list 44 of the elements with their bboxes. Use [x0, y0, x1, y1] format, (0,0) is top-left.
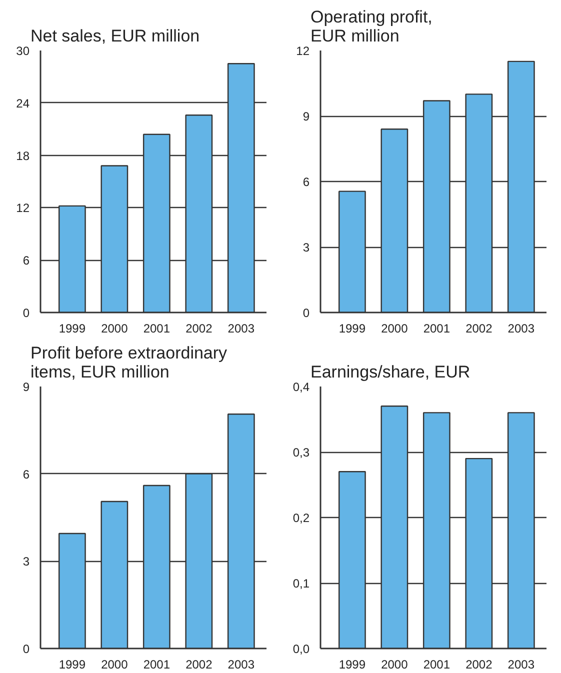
x-tick-label: 2001 — [143, 658, 170, 672]
x-tick-label: 2000 — [381, 322, 408, 336]
y-tick-label: 3 — [22, 554, 30, 569]
x-tick-label: 2003 — [508, 658, 535, 672]
y-tick-label: 6 — [302, 175, 310, 189]
x-tick-label: 1999 — [338, 322, 366, 336]
x-tick-label: 2003 — [228, 322, 255, 336]
x-tick-label: 2003 — [228, 658, 255, 672]
x-tick-label: 2001 — [143, 322, 170, 336]
x-tick-label: 2003 — [508, 322, 535, 336]
y-tick-label: 0,2 — [292, 511, 310, 525]
x-tick-label: 2002 — [186, 322, 213, 336]
y-tick-label: 9 — [302, 110, 310, 124]
x-tick-label: 2002 — [186, 658, 213, 672]
chart-title: Operating profit, EUR million — [310, 8, 432, 46]
y-tick-label: 0,4 — [292, 380, 310, 394]
y-tick-label: 9 — [22, 380, 30, 394]
y-tick-label: 0,3 — [292, 446, 310, 460]
x-tick-label: 2001 — [423, 322, 450, 336]
x-tick-label: 2001 — [423, 658, 450, 672]
y-tick-label: 0 — [22, 306, 30, 320]
y-tick-label: 6 — [22, 467, 30, 482]
y-tick-label: 30 — [16, 44, 30, 58]
chart-title: Net sales, EUR million — [30, 26, 200, 46]
y-tick-label: 0 — [22, 642, 30, 656]
y-tick-label: 24 — [16, 96, 30, 110]
x-tick-label: 1999 — [338, 658, 366, 672]
x-tick-label: 2002 — [466, 322, 493, 336]
y-tick-label: 0 — [302, 306, 310, 320]
y-tick-label: 0,1 — [292, 576, 310, 590]
x-tick-label: 2002 — [466, 658, 493, 672]
y-tick-label: 3 — [302, 240, 310, 254]
chart-title: Profit before extraordinary items, EUR million — [30, 344, 228, 382]
y-tick-label: 0,0 — [292, 642, 310, 656]
y-tick-label: 6 — [22, 254, 30, 268]
x-tick-label: 1999 — [58, 322, 86, 336]
y-tick-label: 18 — [16, 148, 30, 163]
x-tick-label: 2000 — [381, 658, 408, 672]
x-tick-label: 2000 — [101, 658, 128, 672]
x-tick-label: 2000 — [101, 322, 128, 336]
chart-title: Earnings/share, EUR — [310, 362, 470, 382]
x-tick-label: 1999 — [58, 658, 86, 672]
y-tick-label: 12 — [16, 201, 30, 216]
y-tick-label: 12 — [296, 44, 310, 58]
